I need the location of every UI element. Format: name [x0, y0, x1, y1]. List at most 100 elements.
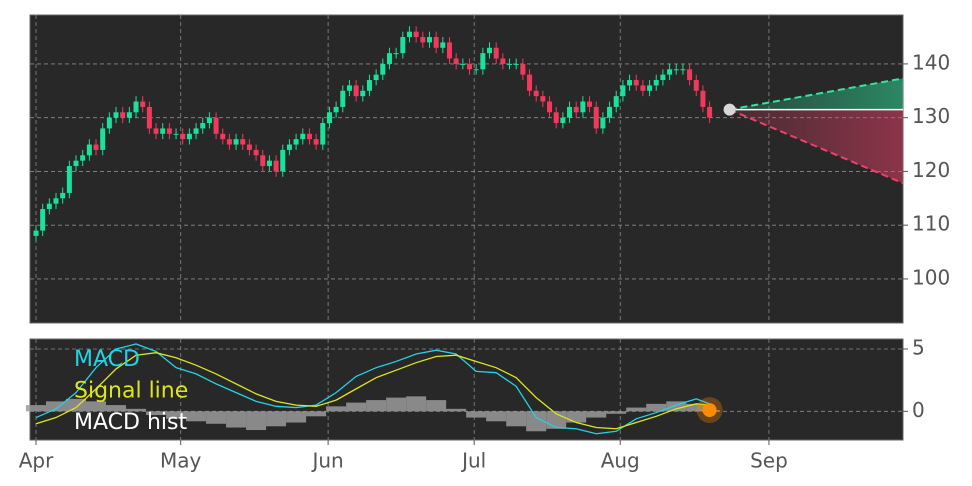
- candle-body: [40, 209, 46, 231]
- candle-body: [186, 133, 192, 140]
- candle-body: [553, 112, 559, 124]
- candle-body: [460, 63, 466, 65]
- histogram-bar: [426, 400, 447, 412]
- histogram-bar: [106, 405, 127, 412]
- candle-body: [420, 37, 426, 43]
- candle-body: [647, 85, 653, 91]
- candle-body: [673, 69, 679, 71]
- macd-panel: [29, 338, 904, 441]
- candle-body: [467, 63, 473, 70]
- price-panel: [29, 14, 904, 324]
- y-tick-label: 140: [912, 50, 950, 74]
- candle-body: [113, 112, 119, 118]
- histogram-bar: [666, 401, 687, 412]
- candle-body: [707, 106, 713, 118]
- forecast-lower-line: [729, 108, 904, 185]
- histogram-bar: [406, 396, 427, 412]
- candle-body: [86, 144, 92, 156]
- candle-body: [213, 117, 219, 134]
- histogram-bar: [386, 397, 407, 412]
- legend-label: MACD: [74, 347, 140, 372]
- x-tick-label: May: [160, 449, 202, 473]
- y-tick-label: 110: [912, 212, 950, 236]
- candle-body: [413, 31, 419, 38]
- histogram-bar: [366, 400, 387, 412]
- candle-body: [700, 90, 706, 107]
- marks: [25, 26, 904, 435]
- candle-body: [306, 133, 312, 140]
- histogram-bar: [626, 407, 647, 412]
- y-tick-label: 5: [912, 335, 925, 359]
- histogram-bar: [646, 403, 667, 412]
- candle-body: [433, 37, 439, 48]
- histogram-bar: [46, 401, 67, 412]
- candle-body: [607, 106, 613, 118]
- candle-body: [153, 128, 159, 134]
- candle-body: [193, 128, 199, 134]
- y-tick-label: 130: [912, 104, 950, 128]
- candle-body: [393, 53, 399, 55]
- histogram-bar: [286, 411, 307, 423]
- candle-body: [266, 160, 272, 167]
- legend-label: MACD hist: [74, 410, 187, 435]
- candle-body: [46, 203, 52, 210]
- candle-body: [173, 133, 179, 135]
- candle-body: [313, 139, 319, 145]
- candle-body: [220, 133, 226, 140]
- candle-body: [140, 101, 146, 107]
- candle-body: [66, 166, 72, 193]
- candle-body: [493, 47, 499, 59]
- histogram-bar: [66, 398, 87, 412]
- candle-body: [680, 69, 686, 71]
- histogram-bar: [206, 411, 227, 424]
- histogram-bar: [226, 411, 247, 428]
- histogram-bar: [166, 411, 187, 419]
- candle-body: [273, 160, 279, 172]
- x-tick-label: Aug: [601, 449, 640, 473]
- candle-body: [346, 85, 352, 91]
- x-tick-label: Sep: [750, 449, 788, 473]
- candle-body: [126, 112, 132, 118]
- candle-body: [146, 106, 152, 129]
- y-tick-label: 120: [912, 158, 950, 182]
- candle-body: [33, 230, 39, 236]
- candle-body: [513, 63, 519, 65]
- x-tick-label: Jun: [310, 449, 343, 473]
- candle-body: [53, 198, 59, 204]
- candle-body: [426, 37, 432, 43]
- candle-body: [200, 123, 206, 129]
- legend-label: Signal line: [74, 379, 188, 404]
- candle-body: [667, 69, 673, 75]
- histogram-bar: [246, 411, 267, 431]
- histogram-bar: [686, 403, 707, 412]
- candle-body: [687, 69, 693, 81]
- histogram-bar: [506, 411, 527, 427]
- candle-body: [440, 42, 446, 48]
- histogram-bar: [526, 411, 547, 432]
- candle-body: [93, 144, 99, 150]
- histogram-bar: [606, 411, 627, 414]
- candle-body: [233, 139, 239, 145]
- candle-body: [366, 80, 372, 91]
- candle-body: [507, 63, 513, 65]
- histogram-bar: [586, 411, 607, 418]
- candle-body: [106, 117, 112, 129]
- candle-body: [500, 58, 506, 64]
- candle-body: [593, 106, 599, 129]
- candle-body: [386, 53, 392, 64]
- candle-body: [547, 101, 553, 113]
- candle-body: [280, 149, 286, 172]
- candle-body: [293, 139, 299, 145]
- candle-body: [246, 144, 252, 150]
- candle-body: [406, 31, 412, 38]
- candle-body: [573, 106, 579, 113]
- candle-body: [560, 117, 566, 124]
- candle-body: [226, 139, 232, 145]
- candle-body: [627, 80, 633, 86]
- candle-body: [480, 53, 486, 70]
- candle-body: [587, 101, 593, 107]
- candle-body: [160, 128, 166, 134]
- x-tick-label: Apr: [19, 449, 54, 473]
- candle-body: [613, 96, 619, 107]
- candle-body: [260, 155, 266, 167]
